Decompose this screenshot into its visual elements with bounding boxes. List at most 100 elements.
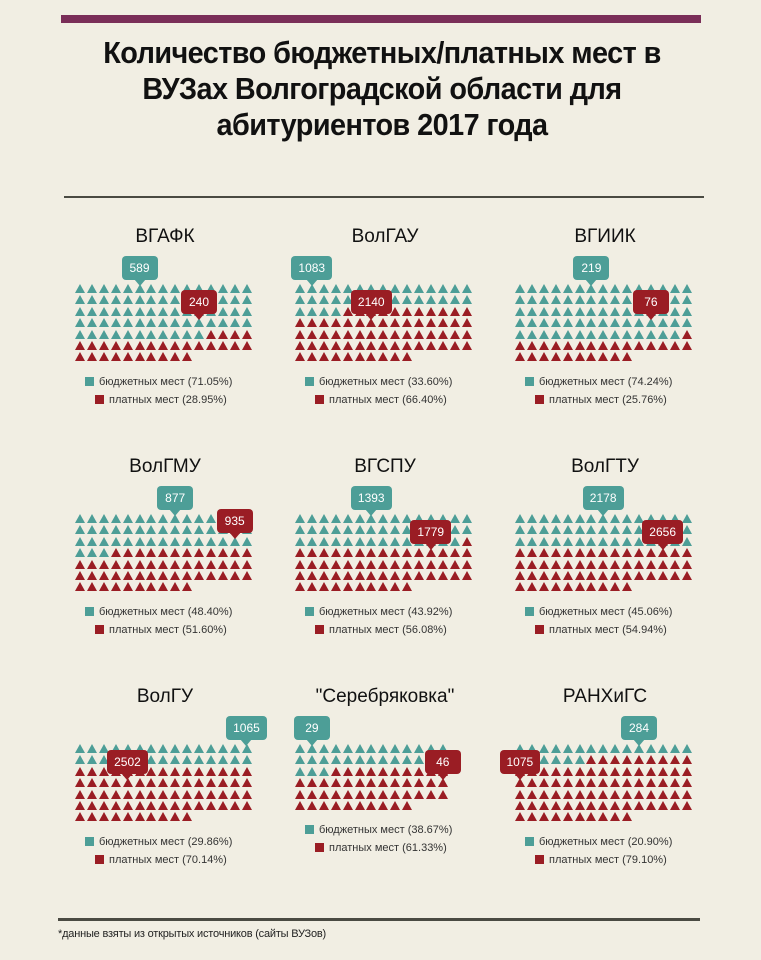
- legend-label: бюджетных мест: [99, 375, 185, 388]
- budget-triangle-icon: [402, 536, 413, 546]
- budget-triangle-icon: [526, 329, 537, 339]
- budget-triangle-icon: [146, 329, 157, 339]
- budget-triangle-icon: [170, 514, 181, 523]
- paid-triangle-icon: [110, 571, 121, 580]
- paid-triangle-icon: [449, 306, 460, 316]
- paid-triangle-icon: [342, 571, 353, 580]
- paid-triangle-icon: [550, 789, 561, 799]
- budget-triangle-icon: [86, 329, 97, 339]
- paid-triangle-icon: [437, 306, 448, 316]
- budget-triangle-icon: [562, 525, 573, 535]
- paid-triangle-icon: [526, 582, 537, 592]
- paid-count-badge: 1075: [499, 750, 541, 781]
- paid-triangle-icon: [318, 352, 329, 362]
- budget-triangle-icon: [75, 536, 85, 546]
- paid-triangle-icon: [586, 559, 597, 569]
- paid-triangle-icon: [330, 341, 341, 350]
- paid-triangle-icon: [622, 571, 633, 580]
- paid-triangle-icon: [366, 329, 377, 339]
- budget-triangle-icon: [681, 306, 692, 316]
- paid-triangle-icon: [378, 571, 389, 580]
- paid-triangle-icon: [342, 766, 353, 776]
- budget-triangle-icon: [669, 284, 680, 293]
- budget-triangle-icon: [634, 514, 644, 523]
- paid-triangle-icon: [134, 801, 145, 810]
- paid-triangle-icon: [170, 801, 181, 810]
- budget-triangle-icon: [574, 295, 585, 305]
- budget-triangle-icon: [98, 306, 109, 316]
- budget-triangle-icon: [122, 284, 133, 293]
- budget-triangle-icon: [229, 536, 240, 546]
- budget-triangle-icon: [342, 525, 353, 535]
- paid-triangle-icon: [229, 801, 240, 810]
- budget-triangle-icon: [526, 295, 537, 305]
- budget-triangle-icon: [610, 329, 621, 339]
- budget-triangle-icon: [75, 306, 85, 316]
- budget-triangle-icon: [194, 755, 204, 765]
- legend-paren: ): [228, 605, 233, 618]
- paid-triangle-icon: [98, 582, 109, 592]
- paid-triangle-icon: [229, 559, 240, 569]
- budget-triangle-icon: [562, 536, 573, 546]
- budget-triangle-icon: [134, 514, 145, 523]
- paid-triangle-icon: [526, 801, 537, 810]
- paid-triangle-icon: [110, 812, 121, 822]
- paid-triangle-icon: [610, 801, 621, 810]
- budget-triangle-icon: [110, 329, 121, 339]
- budget-triangle-icon: [657, 318, 668, 328]
- paid-triangle-icon: [217, 329, 228, 339]
- paid-triangle-icon: [217, 559, 228, 569]
- paid-triangle-icon: [390, 352, 401, 362]
- budget-triangle-icon: [550, 284, 561, 293]
- budget-triangle-icon: [586, 514, 597, 523]
- paid-triangle-icon: [538, 812, 549, 822]
- budget-triangle-icon: [205, 525, 216, 535]
- budget-triangle-icon: [75, 284, 85, 293]
- budget-triangle-icon: [134, 329, 145, 339]
- budget-triangle-icon: [526, 525, 537, 535]
- paid-triangle-icon: [146, 571, 157, 580]
- paid-triangle-icon: [366, 801, 377, 810]
- paid-triangle-icon: [669, 778, 680, 788]
- budget-triangle-icon: [170, 306, 181, 316]
- paid-triangle-icon: [378, 789, 389, 799]
- legend-label: бюджетных мест: [99, 605, 185, 618]
- budget-triangle-icon: [98, 548, 109, 558]
- paid-triangle-icon: [354, 548, 365, 558]
- budget-triangle-icon: [75, 514, 85, 523]
- paid-triangle-icon: [146, 548, 157, 558]
- paid-triangle-icon: [390, 582, 401, 592]
- paid-triangle-icon: [86, 341, 97, 350]
- paid-triangle-icon: [461, 548, 472, 558]
- budget-triangle-icon: [330, 306, 341, 316]
- title-divider: [64, 196, 704, 198]
- budget-triangle-icon: [342, 514, 353, 523]
- paid-triangle-icon: [354, 559, 365, 569]
- paid-triangle-icon: [538, 571, 549, 580]
- budget-triangle-icon: [562, 306, 573, 316]
- budget-triangle-icon: [306, 525, 317, 535]
- budget-triangle-icon: [681, 318, 692, 328]
- paid-triangle-icon: [598, 789, 609, 799]
- paid-triangle-icon: [75, 341, 85, 350]
- budget-triangle-icon: [390, 525, 401, 535]
- paid-triangle-icon: [354, 801, 365, 810]
- paid-swatch-icon: [315, 624, 324, 634]
- paid-triangle-icon: [205, 329, 216, 339]
- legend-paren: ): [443, 842, 447, 855]
- paid-triangle-icon: [622, 582, 633, 592]
- budget-triangle-icon: [515, 525, 525, 535]
- paid-triangle-icon: [669, 548, 680, 558]
- paid-triangle-icon: [378, 341, 389, 350]
- budget-triangle-icon: [526, 536, 537, 546]
- budget-triangle-icon: [146, 318, 157, 328]
- budget-triangle-icon: [146, 284, 157, 293]
- paid-triangle-icon: [402, 306, 413, 316]
- budget-triangle-icon: [550, 329, 561, 339]
- budget-triangle-icon: [366, 525, 377, 535]
- budget-triangle-icon: [205, 536, 216, 546]
- budget-triangle-icon: [610, 284, 621, 293]
- paid-triangle-icon: [538, 778, 549, 788]
- budget-triangle-icon: [586, 306, 597, 316]
- paid-triangle-icon: [75, 801, 85, 810]
